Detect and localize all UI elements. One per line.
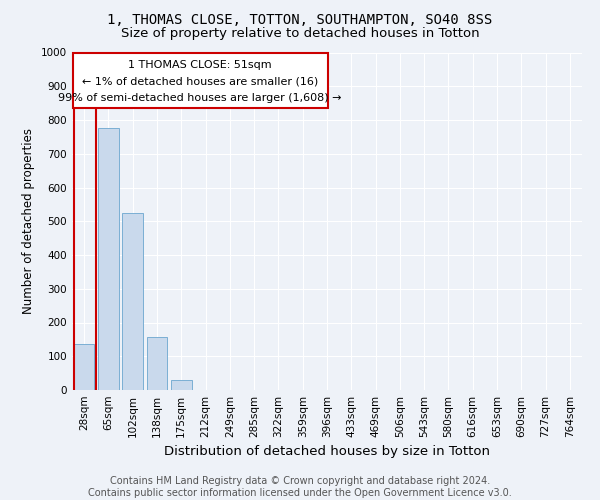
Y-axis label: Number of detached properties: Number of detached properties: [22, 128, 35, 314]
Bar: [122, 213, 143, 390]
FancyBboxPatch shape: [73, 52, 328, 108]
Bar: [171, 380, 191, 390]
Text: Size of property relative to detached houses in Totton: Size of property relative to detached ho…: [121, 28, 479, 40]
Text: 1 THOMAS CLOSE: 51sqm: 1 THOMAS CLOSE: 51sqm: [128, 60, 272, 70]
Text: 99% of semi-detached houses are larger (1,608) →: 99% of semi-detached houses are larger (…: [58, 93, 342, 103]
Bar: [146, 336, 167, 390]
Text: 1, THOMAS CLOSE, TOTTON, SOUTHAMPTON, SO40 8SS: 1, THOMAS CLOSE, TOTTON, SOUTHAMPTON, SO…: [107, 12, 493, 26]
X-axis label: Distribution of detached houses by size in Totton: Distribution of detached houses by size …: [164, 446, 490, 458]
Text: Contains HM Land Registry data © Crown copyright and database right 2024.
Contai: Contains HM Land Registry data © Crown c…: [88, 476, 512, 498]
Bar: [98, 128, 119, 390]
Text: ← 1% of detached houses are smaller (16): ← 1% of detached houses are smaller (16): [82, 76, 318, 86]
Bar: [74, 344, 94, 390]
